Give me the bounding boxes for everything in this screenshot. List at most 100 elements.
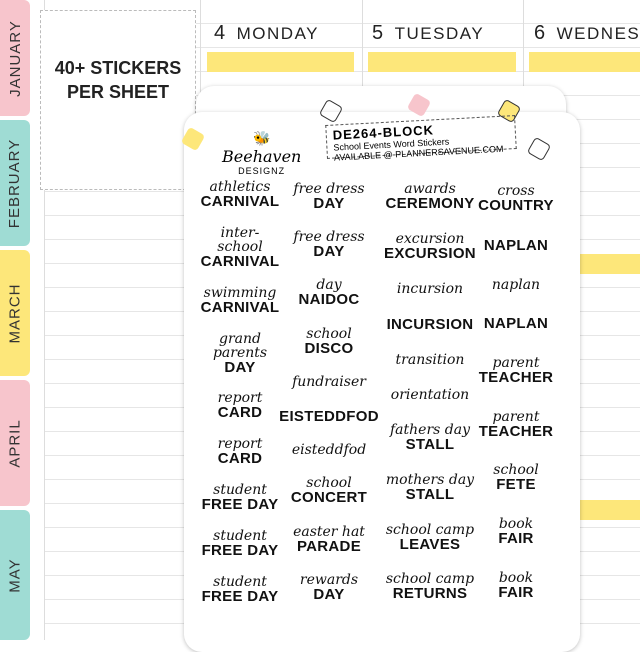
- sticker-script: parent: [492, 408, 540, 425]
- sticker-block: FREE DAY: [201, 587, 279, 605]
- sticker-block: STALL: [405, 435, 455, 453]
- sticker-block: DAY: [313, 194, 345, 212]
- tab-march[interactable]: MARCH: [0, 250, 30, 376]
- sticker-block: FREE DAY: [201, 541, 279, 559]
- yellow-bar: [207, 52, 354, 72]
- sticker: EISTEDDFOD: [279, 409, 379, 424]
- day-name: WEDNES: [556, 24, 640, 43]
- sticker-block: EXCURSION: [384, 245, 476, 263]
- sticker: parent TEACHER: [479, 356, 554, 385]
- divider: [44, 0, 45, 640]
- sticker: awards CEREMONY: [385, 182, 474, 211]
- sticker-script: book: [498, 569, 534, 586]
- sticker-sheet: [184, 112, 580, 652]
- sticker-script: student: [213, 573, 267, 590]
- sticker-block: DAY: [313, 243, 345, 261]
- sticker: school camp LEAVES: [386, 523, 474, 552]
- sticker: NAPLAN: [484, 238, 548, 253]
- sticker: day NAIDOC: [299, 278, 360, 307]
- sticker-script: cross: [497, 183, 535, 200]
- sticker-block: CARNIVAL: [200, 298, 280, 316]
- sticker-script: school camp: [385, 521, 475, 538]
- sticker-script: grand parents: [212, 330, 268, 361]
- sticker-script: school: [493, 462, 539, 479]
- sticker-block: FAIR: [498, 529, 534, 547]
- sticker-script: naplan: [491, 276, 541, 293]
- sticker-block: FETE: [496, 476, 536, 494]
- sticker: mothers day STALL: [386, 473, 474, 502]
- yellow-bar: [368, 52, 516, 72]
- tab-january[interactable]: JANUARY: [0, 0, 30, 116]
- sticker: school DISCO: [304, 327, 353, 356]
- sticker-script: parent: [492, 354, 540, 371]
- sticker-script: transition: [395, 352, 465, 368]
- tab-label: APRIL: [6, 418, 24, 468]
- sticker: rewards DAY: [300, 573, 358, 602]
- sticker-block: NAPLAN: [483, 236, 549, 254]
- sticker-column: cross COUNTRY NAPLAN naplan NAPLAN parent TEAC…: [476, 172, 556, 612]
- sticker-script: student: [213, 481, 267, 498]
- sticker-script: excursion: [395, 231, 465, 248]
- sticker: INCURSION: [387, 317, 474, 332]
- logo-block: DESIGNZ: [238, 166, 286, 176]
- sticker-script: school: [306, 325, 352, 342]
- sticker-block: CARNIVAL: [200, 193, 280, 211]
- sticker: swimming CARNIVAL: [201, 286, 280, 315]
- sticker-script: orientation: [390, 386, 470, 403]
- day-number: 5: [372, 22, 385, 44]
- sticker-block: NAPLAN: [483, 315, 549, 333]
- sticker-script: eisteddfod: [291, 442, 367, 459]
- day-name: TUESDAY: [394, 24, 485, 43]
- sticker-block: CARD: [217, 450, 263, 468]
- sticker-block: FREE DAY: [201, 495, 279, 513]
- tab-label: FEBRUARY: [6, 138, 24, 228]
- sticker-block: CONCERT: [290, 489, 368, 507]
- sticker-script: free dress: [293, 180, 365, 197]
- tab-may[interactable]: MAY: [0, 510, 30, 640]
- bee-icon: 🐝: [252, 130, 271, 146]
- sticker: NAPLAN: [484, 316, 548, 331]
- sticker: student FREE DAY: [202, 575, 279, 604]
- sticker-block: CARNIVAL: [200, 253, 280, 271]
- month-tabs: JANUARY FEBRUARY MARCH APRIL MAY: [0, 0, 30, 640]
- sticker: report CARD: [218, 437, 263, 466]
- sticker: cross COUNTRY: [478, 184, 554, 213]
- promo-line: 40+ STICKERS: [54, 58, 182, 78]
- sticker: eisteddfod: [292, 443, 366, 457]
- sticker: orientation: [391, 388, 469, 402]
- yellow-bar: [529, 52, 640, 72]
- sticker: fathers day STALL: [390, 423, 470, 452]
- tab-label: MARCH: [6, 283, 24, 343]
- day-header-monday: 4 MONDAY: [214, 22, 319, 45]
- sticker-script: school: [306, 475, 352, 492]
- tab-february[interactable]: FEBRUARY: [0, 120, 30, 246]
- day-number: 6: [534, 22, 547, 44]
- sticker: fundraiser: [292, 375, 366, 389]
- sticker-block: COUNTRY: [478, 197, 554, 215]
- sticker-block: CARD: [217, 404, 263, 422]
- tab-april[interactable]: APRIL: [0, 380, 30, 506]
- sticker: incursion: [397, 282, 463, 296]
- sticker: book FAIR: [498, 571, 533, 600]
- yellow-bar: [560, 500, 640, 520]
- sticker-block: TEACHER: [478, 422, 554, 440]
- sticker-script: swimming: [203, 284, 277, 301]
- day-header-tuesday: 5 TUESDAY: [372, 22, 484, 45]
- sticker-script: awards: [404, 181, 456, 198]
- sticker-script: school camp: [385, 571, 475, 588]
- sticker: student FREE DAY: [202, 483, 279, 512]
- sticker-column: free dress DAY free dress DAY day NAIDOC schoo…: [279, 172, 378, 612]
- sticker-column: awards CEREMONY excursion EXCURSION incursio…: [380, 172, 480, 612]
- sticker-block: STALL: [405, 485, 455, 503]
- sticker-script: incursion: [396, 281, 464, 298]
- sticker-script: mothers day: [385, 471, 475, 488]
- day-number: 4: [214, 22, 227, 44]
- sticker-script: report: [217, 436, 263, 453]
- sticker-script: student: [213, 527, 267, 544]
- sticker: athletics CARNIVAL: [201, 180, 280, 209]
- sticker-block: NAIDOC: [298, 291, 360, 309]
- sticker: excursion EXCURSION: [384, 232, 476, 261]
- brand-logo: 🐝 Beehaven DESIGNZ: [222, 130, 301, 176]
- tab-label: JANUARY: [6, 19, 24, 97]
- sticker: book FAIR: [498, 517, 533, 546]
